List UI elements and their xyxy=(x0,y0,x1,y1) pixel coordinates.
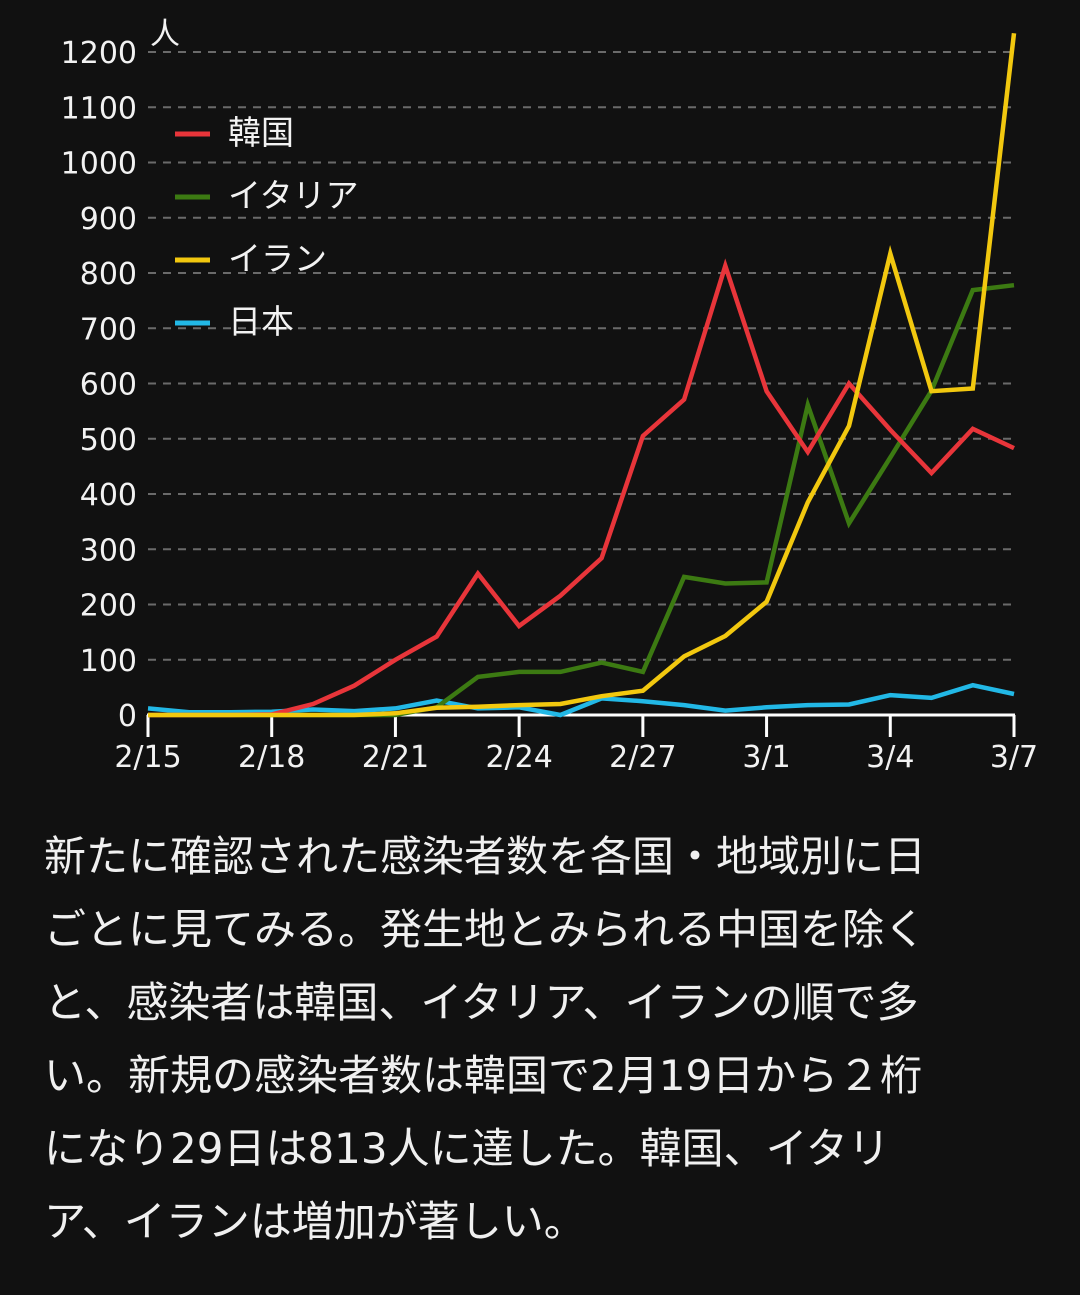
caption-line: と、感染者は韓国、イタリア、イランの順で多 xyxy=(44,978,919,1027)
x-tick-label: 2/18 xyxy=(238,740,305,775)
y-axis-ticks: 0 100 200 300 400 500 600 700 800 900 1000 1100 1200 xyxy=(61,36,137,734)
y-tick-label: 700 xyxy=(80,312,137,347)
series-line-2 xyxy=(148,32,1017,718)
y-tick-label: 1100 xyxy=(61,91,137,126)
y-tick-label: 600 xyxy=(80,368,137,403)
caption-line: い。新規の感染者数は韓国で2月19日から２桁 xyxy=(44,1051,923,1100)
y-tick-label: 1000 xyxy=(61,147,137,182)
x-tick-label: 2/27 xyxy=(609,740,676,775)
y-tick-label: 200 xyxy=(80,589,137,624)
series-line-1 xyxy=(148,282,1015,718)
y-tick-label: 1200 xyxy=(61,36,137,71)
y-tick-label: 400 xyxy=(80,478,137,513)
y-tick-label: 500 xyxy=(80,423,137,458)
x-tick-label: 2/15 xyxy=(114,740,181,775)
y-tick-label: 300 xyxy=(80,533,137,568)
x-tick-label: 3/7 xyxy=(990,740,1038,775)
caption-line: ア、イランは増加が著しい。 xyxy=(44,1197,586,1246)
legend-label: イラン xyxy=(228,239,327,278)
y-tick-label: 800 xyxy=(80,257,137,292)
series-line-0 xyxy=(148,258,1015,718)
caption-line: になり29日は813人に達した。韓国、イタリ xyxy=(44,1124,890,1173)
x-axis: 2/15 2/18 2/21 2/24 2/27 3/1 3/4 3/7 xyxy=(114,713,1038,775)
legend-label: 日本 xyxy=(228,302,294,341)
x-tick-label: 3/4 xyxy=(866,740,914,775)
x-tick-label: 2/24 xyxy=(485,740,552,775)
series-lines xyxy=(147,32,1017,718)
legend-label: イタリア xyxy=(228,176,359,215)
line-chart: 0 100 200 300 400 500 600 700 800 900 1000 1100 1200… xyxy=(61,17,1039,775)
y-axis-label: 人 xyxy=(150,17,180,52)
caption-line: 新たに確認された感染者数を各国・地域別に日 xyxy=(44,832,927,881)
x-tick-label: 3/1 xyxy=(742,740,790,775)
x-tick-label: 2/21 xyxy=(362,740,429,775)
caption-line: ごとに見てみる。発生地とみられる中国を除く xyxy=(44,905,927,954)
caption-paragraph: 新たに確認された感染者数を各国・地域別に日 ごとに見てみる。発生地とみられる中国… xyxy=(44,820,1044,1258)
y-tick-label: 100 xyxy=(80,644,137,679)
y-tick-label: 0 xyxy=(118,699,137,734)
y-tick-label: 900 xyxy=(80,202,137,237)
legend-label: 韓国 xyxy=(228,113,294,152)
